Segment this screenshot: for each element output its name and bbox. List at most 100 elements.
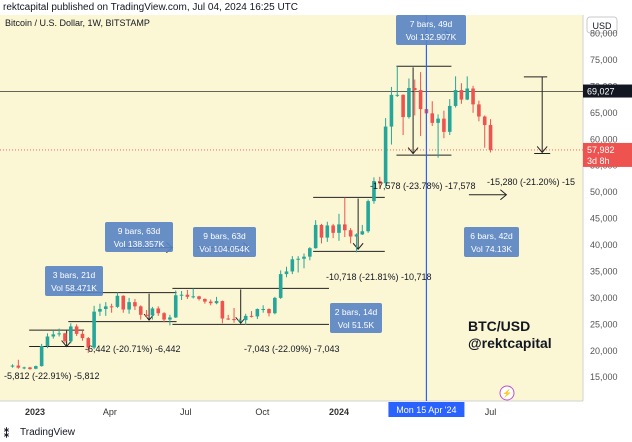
candle-body [401,94,405,118]
info-box-1-line1: 3 bars, 21d [53,270,96,280]
y-tick-label: 30,000 [590,293,618,303]
candle-body [74,326,79,334]
candle-body [284,271,289,275]
drawdown-label-1: -5,812 (-22.91%) -5,812 [4,371,100,381]
candle-body [103,306,108,309]
candle-body [115,295,120,307]
chart-title: Bitcoin / U.S. Dollar, 1W, BITSTAMP [5,18,150,28]
crosshair-date-label: Mon 15 Apr '24 [396,405,456,415]
candle-body [290,259,295,272]
candle-body [477,104,481,117]
candle-body [138,306,143,315]
current-price-label: 57,982 [587,145,615,155]
info-box-5 [396,15,466,45]
candle-body [80,333,85,339]
candle-body [179,294,184,296]
high-price-tag [583,84,632,98]
candle-body [471,88,475,105]
info-box-4 [330,303,382,333]
tv-logo-icon[interactable]: ⁑ [4,429,9,440]
y-tick-label: 35,000 [590,266,618,276]
candle-body [150,308,155,316]
drawdown-arrow-5-head [407,147,419,155]
footer: ⁑ TradingView [0,425,632,440]
x-tick-label: Jul [180,407,192,417]
info-box-1-line2: Vol 58.471K [51,283,97,293]
info-box-2 [105,222,173,252]
price-chart[interactable]: Bitcoin / U.S. Dollar, 1W, BITSTAMP USD80… [0,15,632,425]
footer-brand[interactable]: TradingView [20,427,76,438]
candle-body [220,301,225,319]
candle-body [238,320,242,322]
candle-body [86,338,91,348]
info-box-2-line2: Vol 138.357K [114,239,165,249]
candle-body [57,333,61,335]
info-box-4-line2: Vol 51.5K [338,320,375,330]
y-tick-label: 75,000 [590,55,618,65]
y-tick-label: 25,000 [590,319,618,329]
candle-body [383,126,388,184]
y-tick-label: 15,000 [590,372,618,382]
candle-body [296,258,300,260]
candle-body [447,105,452,132]
candle-body [453,90,458,106]
plot-background [0,15,583,401]
currency-label: USD [592,21,612,31]
price-axis-background [583,15,632,425]
candle-body [482,116,487,125]
drawdown-arrow-4-head [352,242,364,251]
info-box-3-line1: 9 bars, 63d [203,231,246,241]
candle-body [10,365,15,367]
candle-body [173,295,178,318]
drawdown-arrow-1-head [61,340,73,348]
drawdown-label-2: -6,442 (-20.71%) -6,442 [85,344,181,354]
x-tick-label: Apr [103,407,117,417]
candle-body [214,301,219,304]
candle-body [127,302,131,310]
candle-body [28,367,32,370]
tv-bolt-glyph: ⚡ [502,388,512,398]
candle-body [319,224,324,238]
candle-body [459,90,464,100]
candle-body [22,367,26,369]
candle-body [337,224,341,233]
candle-body [267,308,271,314]
x-tick-label: 2023 [25,407,45,417]
candle-body [343,224,347,231]
candle-body [39,346,44,367]
candle-body [412,87,417,91]
candle-body [156,308,161,314]
x-tick-label: 2024 [329,407,349,417]
candle-body [325,225,330,238]
drawdown-label-3: -7,043 (-22.09%) -7,043 [244,344,340,354]
candle-body [302,256,306,259]
candle-body [249,315,254,317]
candle-body [109,306,114,308]
candle-body [255,308,260,317]
y-tick-label: 45,000 [590,214,618,224]
drawdown-label-6: -15,280 (-21.20%) -15 [487,177,575,187]
time-arrow-6-head [500,189,508,201]
y-tick-label: 50,000 [590,187,618,197]
candle-body [203,298,207,302]
candle-body [418,90,423,110]
info-box-6-line1: 6 bars, 42d [470,231,513,241]
info-box-3 [193,227,256,257]
candle-body [185,294,190,297]
candle-body [430,113,435,123]
candle-body [360,231,365,235]
info-box-5-line2: Vol 132.907K [406,32,457,42]
candle-body [308,248,312,257]
candle-body [63,333,67,342]
candle-body [313,224,318,249]
candle-body [92,311,96,348]
candle-body [331,225,335,233]
info-box-6-line2: Vol 74.13K [471,244,512,254]
candle-body [243,315,248,321]
candle-body [442,118,446,132]
candle-body [278,274,283,298]
candle-body [133,302,137,307]
candle-body [162,313,166,320]
candle-body [197,296,201,299]
candle-body [34,366,38,369]
